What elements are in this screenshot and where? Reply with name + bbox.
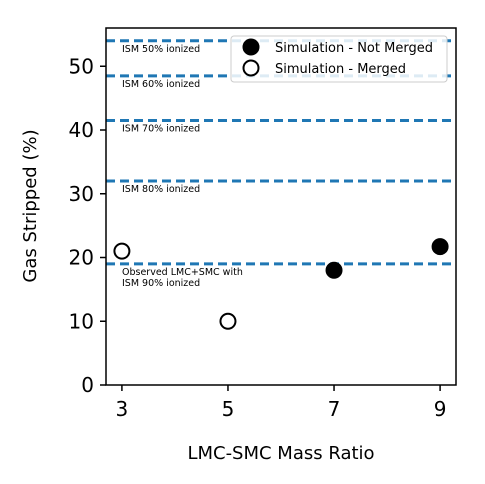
data-point-not-merged — [325, 261, 343, 279]
legend: Simulation - Not Merged Simulation - Merg… — [230, 35, 448, 83]
reference-line-label: Observed LMC+SMC with — [122, 267, 243, 278]
plot-frame — [105, 27, 457, 386]
data-point-merged — [113, 242, 131, 260]
reference-line-label: ISM 70% ionized — [122, 123, 200, 134]
data-point-not-merged — [431, 238, 449, 256]
reference-line-label: ISM 50% ionized — [122, 44, 200, 55]
x-tick-label: 3 — [116, 397, 129, 421]
y-tick-label: 50 — [69, 54, 94, 78]
data-point-merged — [219, 312, 237, 330]
y-tick-label: 0 — [81, 373, 94, 397]
y-tick-label: 10 — [69, 309, 94, 333]
legend-box — [230, 35, 448, 83]
axis-ticks: 3 5 7 9 0 10 20 30 40 50 — [69, 54, 447, 421]
y-axis-label: Gas Stripped (%) — [20, 129, 41, 282]
data-points — [113, 238, 449, 330]
x-axis-label: LMC-SMC Mass Ratio — [187, 443, 374, 464]
x-tick-label: 9 — [434, 397, 447, 421]
reference-line-label: ISM 80% ionized — [122, 184, 200, 195]
x-tick-label: 7 — [328, 397, 341, 421]
y-tick-label: 30 — [69, 182, 94, 206]
y-tick-label: 20 — [69, 246, 94, 270]
reference-line-label: ISM 60% ionized — [122, 79, 200, 90]
x-tick-label: 5 — [222, 397, 235, 421]
legend-entry-label: Simulation - Merged — [275, 62, 406, 77]
legend-entry-label: Simulation - Not Merged — [275, 41, 433, 56]
reference-lines: ISM 50% ionized ISM 60% ionized ISM 70% io… — [106, 39, 456, 289]
reference-line-label: ISM 90% ionized — [122, 278, 200, 289]
legend-marker — [242, 38, 260, 56]
legend-marker — [242, 59, 260, 77]
y-tick-label: 40 — [69, 118, 94, 142]
